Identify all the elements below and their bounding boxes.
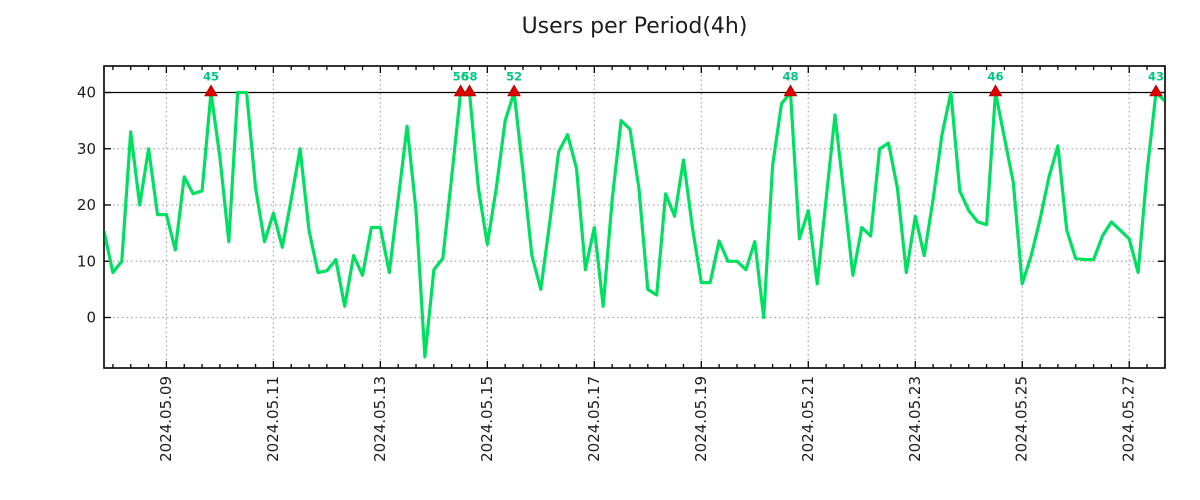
peak-value-label: 58 [462, 70, 478, 84]
x-tick-label: 2024.05.21 [799, 376, 817, 462]
peak-value-label: 45 [203, 70, 219, 84]
x-tick-label: 2024.05.13 [371, 376, 389, 462]
x-tick-label: 2024.05.09 [157, 376, 175, 462]
peak-marker-icon [988, 84, 1003, 97]
peak-value-label: 48 [782, 70, 798, 84]
plot-border [103, 65, 1166, 369]
peak-value-label: 43 [1148, 70, 1164, 84]
x-tick-label: 2024.05.23 [906, 376, 924, 462]
peak-marker-icon [204, 84, 218, 97]
x-tick-label: 2024.05.27 [1120, 376, 1138, 462]
x-tick-label: 2024.05.19 [692, 376, 710, 462]
x-tick-label: 2024.05.15 [478, 376, 496, 462]
peak-value-label: 46 [987, 70, 1003, 84]
peak-marker-icon [1149, 84, 1163, 97]
x-tick-label: 2024.05.17 [585, 376, 603, 462]
y-tick-label: 0 [86, 309, 96, 327]
peak-value-label: 52 [506, 70, 522, 84]
x-tick-label: 2024.05.25 [1013, 376, 1031, 462]
peak-marker-icon [783, 84, 798, 97]
y-tick-label: 30 [77, 140, 96, 158]
chart-title: Users per Period(4h) [522, 14, 748, 39]
peak-marker-icon [462, 84, 477, 97]
y-tick-label: 40 [77, 84, 96, 102]
peak-marker-icon [453, 84, 468, 97]
series-group [104, 90, 1165, 359]
y-tick-label: 10 [77, 252, 96, 270]
y-tick-label: 20 [77, 196, 96, 214]
peak-value-label: 56 [453, 70, 469, 84]
users-line [104, 90, 1165, 359]
x-tick-label: 2024.05.11 [264, 376, 282, 462]
peak-marker-icon [507, 84, 521, 97]
